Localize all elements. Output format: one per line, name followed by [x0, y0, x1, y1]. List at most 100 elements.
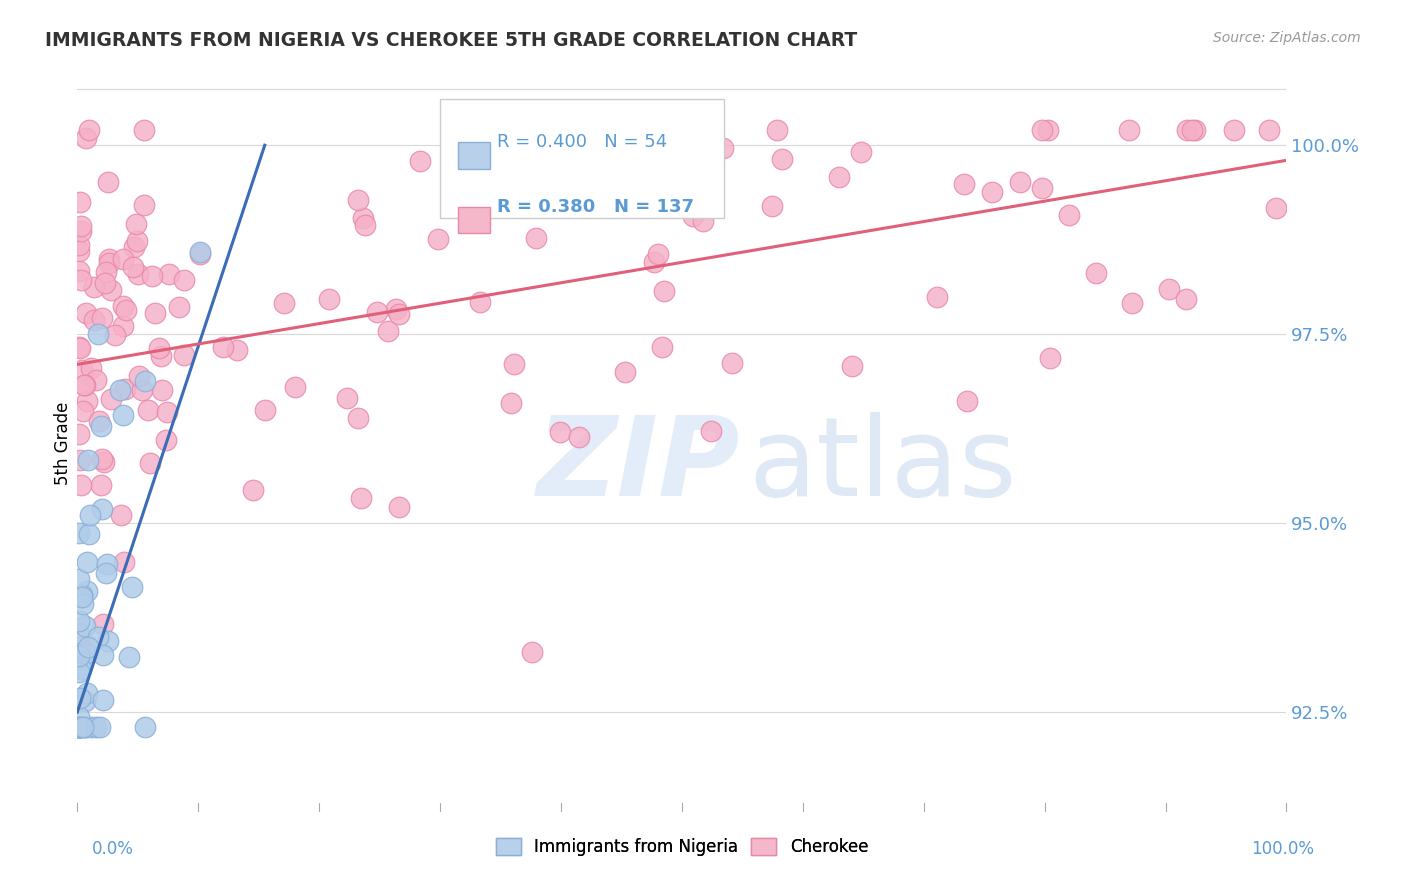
Point [70, 224, 93, 238]
Point [141, 268, 163, 283]
Point [75, 306, 97, 320]
Point [567, 429, 589, 443]
Point [157, 267, 180, 281]
Point [384, 301, 406, 316]
Point [124, 217, 146, 231]
Point [346, 193, 368, 207]
Point [631, 123, 654, 137]
Point [591, 123, 613, 137]
Point [136, 403, 159, 417]
Point [692, 214, 714, 228]
Point [143, 306, 166, 320]
Point [67, 665, 90, 679]
Point [651, 340, 673, 354]
Point [1175, 123, 1198, 137]
Point [190, 244, 212, 259]
Point [713, 141, 735, 155]
Point [89, 720, 111, 734]
Point [69, 219, 91, 234]
Point [1039, 351, 1062, 365]
Point [67, 720, 90, 734]
Point [770, 153, 793, 167]
Point [352, 211, 374, 226]
Point [273, 296, 295, 310]
Point [91, 617, 114, 632]
FancyBboxPatch shape [458, 142, 489, 169]
Point [284, 379, 307, 393]
Point [1223, 123, 1246, 137]
Point [468, 294, 491, 309]
Point [67, 238, 90, 252]
Point [69, 720, 91, 734]
Point [87, 326, 110, 341]
Point [67, 615, 90, 629]
Point [104, 328, 127, 343]
Point [98, 256, 121, 270]
Point [83, 312, 105, 326]
Point [84, 720, 107, 734]
Point [97, 175, 120, 189]
Point [83, 280, 105, 294]
Point [96, 265, 118, 279]
Point [72, 597, 94, 611]
Point [766, 123, 789, 137]
Point [114, 382, 136, 396]
Point [70, 647, 93, 661]
Point [69, 341, 91, 355]
Text: Source: ZipAtlas.com: Source: ZipAtlas.com [1213, 31, 1361, 45]
Point [72, 720, 94, 734]
Point [1184, 123, 1206, 137]
Point [108, 383, 131, 397]
Point [67, 572, 90, 586]
Point [90, 310, 112, 325]
Point [67, 525, 90, 540]
Point [70, 590, 93, 604]
Point [155, 433, 177, 447]
FancyBboxPatch shape [458, 207, 489, 234]
Point [77, 453, 100, 467]
Text: IMMIGRANTS FROM NIGERIA VS CHEROKEE 5TH GRADE CORRELATION CHART: IMMIGRANTS FROM NIGERIA VS CHEROKEE 5TH … [45, 31, 858, 50]
Point [67, 720, 90, 734]
Point [253, 402, 276, 417]
Point [93, 648, 115, 662]
Point [75, 694, 97, 708]
Point [1159, 282, 1181, 296]
Point [80, 360, 103, 375]
Point [91, 501, 114, 516]
Point [520, 645, 543, 659]
Point [89, 419, 111, 434]
Text: 100.0%: 100.0% [1251, 840, 1315, 858]
Point [1118, 123, 1140, 137]
Point [112, 319, 135, 334]
Point [67, 640, 90, 654]
Point [354, 218, 377, 232]
Point [1257, 123, 1279, 137]
Point [127, 268, 149, 282]
Point [318, 292, 340, 306]
Point [100, 283, 122, 297]
Point [501, 395, 523, 409]
Point [366, 305, 388, 319]
Point [73, 619, 96, 633]
Point [67, 340, 90, 354]
Point [110, 508, 132, 522]
Point [67, 626, 90, 640]
Point [90, 451, 112, 466]
Point [121, 260, 143, 274]
Point [1085, 266, 1108, 280]
Point [1121, 295, 1143, 310]
Point [94, 276, 117, 290]
Text: R = 0.380   N = 137: R = 0.380 N = 137 [496, 198, 695, 216]
Point [1031, 123, 1053, 137]
Point [350, 491, 373, 505]
Point [69, 452, 91, 467]
Text: ZIP: ZIP [537, 412, 741, 519]
Point [841, 359, 863, 374]
Point [73, 648, 96, 662]
Point [112, 299, 135, 313]
Point [67, 649, 90, 664]
Point [242, 483, 264, 497]
Point [76, 555, 98, 569]
Point [700, 425, 723, 439]
Point [67, 720, 90, 734]
